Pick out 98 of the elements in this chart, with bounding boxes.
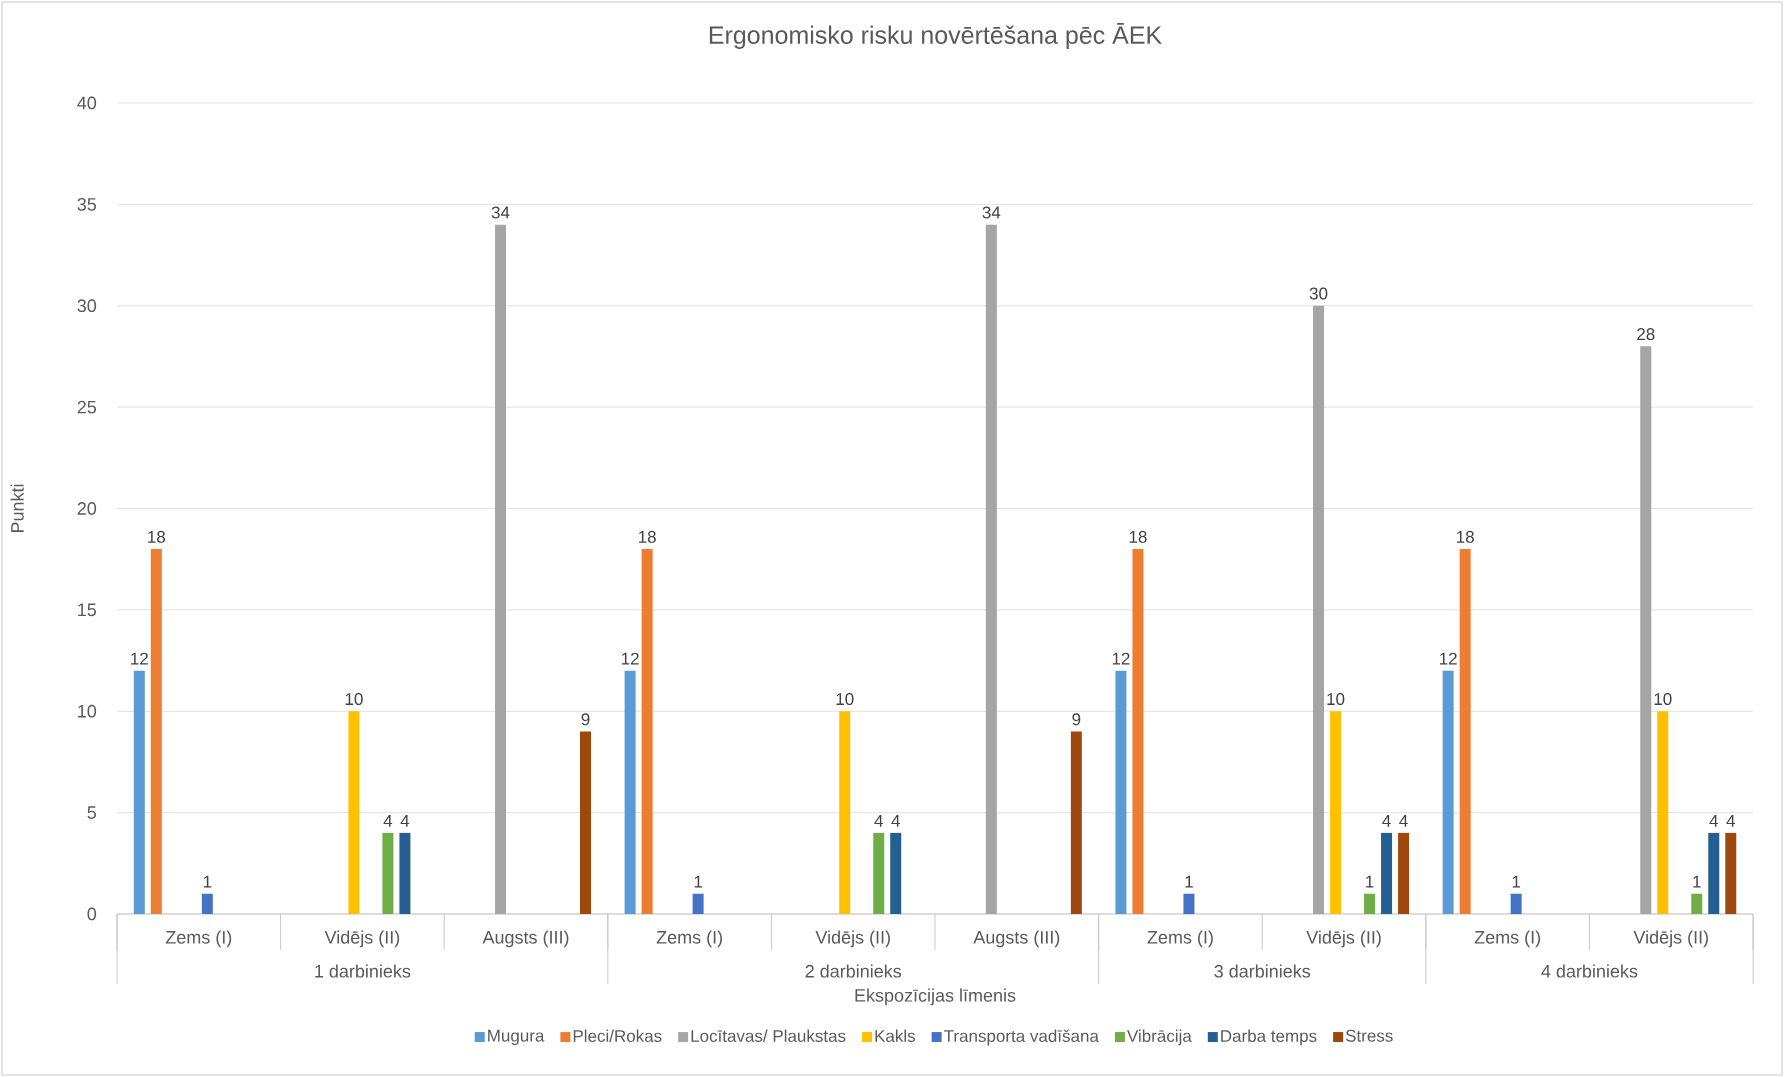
bar (1459, 549, 1471, 914)
data-label: 1 (1185, 875, 1193, 888)
data-label: 12 (131, 652, 148, 665)
legend-label: Locītavas/ Plaukstas (691, 1029, 846, 1043)
x-axis-title: Ekspozīcijas līmenis (855, 988, 1016, 1006)
chart-title: Ergonomisko risku novērtēšana pēc ĀEK (709, 23, 1162, 49)
x-tick-label: Vidējs (II) (815, 930, 890, 948)
bar (1691, 893, 1703, 914)
text: 4 darbinieks (1541, 964, 1638, 978)
legend-label: Kakls (875, 1029, 916, 1043)
data-label: 1 (1512, 875, 1521, 888)
data-label: 18 (1129, 530, 1147, 543)
y-tick-label: 40 (77, 96, 97, 110)
bar (890, 832, 902, 914)
data-label: 1 (694, 875, 703, 888)
legend-label: Darba temps (1221, 1029, 1317, 1046)
bar (348, 711, 360, 914)
x-tick-label: Zems (I) (165, 930, 232, 948)
bar (641, 549, 653, 914)
data-label: 18 (148, 530, 166, 543)
data-label: 4 (1709, 815, 1718, 827)
data-label: 12 (1440, 652, 1457, 665)
data-label: 10 (1327, 693, 1345, 706)
bar (873, 832, 885, 914)
data-label: 4 (874, 815, 883, 827)
data-label: 28 (1637, 328, 1655, 341)
bar (624, 670, 636, 914)
text: 1 darbinieks (315, 964, 411, 978)
bar (382, 832, 394, 914)
x-tick-label: Zems (I) (1147, 930, 1213, 948)
data-label: 18 (638, 530, 656, 543)
data-label: 1 (1366, 875, 1374, 888)
bar (692, 893, 704, 914)
bar (1132, 549, 1144, 914)
x-tick-label: Vidējs (II) (1306, 930, 1381, 948)
bar (1657, 711, 1669, 914)
text: 3 darbinieks (1214, 964, 1311, 978)
data-label: 4 (1726, 815, 1735, 827)
data-label: 12 (621, 652, 639, 665)
data-label: 4 (1399, 815, 1408, 827)
bar (133, 670, 145, 914)
data-label: 4 (891, 815, 900, 827)
bar (1442, 670, 1454, 914)
data-label: 4 (1382, 815, 1391, 827)
bar (839, 711, 851, 914)
x-tick-label: Vidējs (II) (324, 930, 400, 948)
bar (1640, 346, 1652, 914)
bar (1398, 832, 1410, 914)
bar (1115, 670, 1127, 914)
bar (1381, 832, 1393, 914)
x-tick-label: Vidējs (II) (1633, 930, 1708, 948)
y-tick-label: 30 (77, 299, 97, 313)
data-label: 4 (400, 815, 410, 827)
bar (985, 224, 997, 914)
bar (580, 731, 592, 914)
y-tick-label: 5 (87, 806, 97, 819)
data-label: 1 (1693, 875, 1701, 888)
legend-label: Vibrācija (1127, 1029, 1192, 1046)
data-label: 34 (982, 206, 1001, 219)
data-label: 4 (383, 815, 393, 827)
data-label: 9 (1072, 713, 1081, 726)
data-label: 10 (1654, 693, 1672, 706)
y-tick-label: 15 (78, 603, 97, 617)
bar (1364, 893, 1376, 914)
legend-label: Mugura (488, 1029, 545, 1046)
data-label: 18 (1457, 530, 1474, 543)
y-tick-label: 0 (87, 907, 97, 921)
bar (1313, 305, 1325, 914)
data-label: 1 (203, 875, 212, 888)
x-tick-label: Zems (I) (1474, 930, 1541, 948)
data-label: 30 (1309, 287, 1328, 300)
legend-label: Pleci/Rokas (573, 1029, 662, 1043)
data-label: 12 (1112, 652, 1130, 665)
bar (495, 224, 507, 914)
legend-label: Transporta vadīšana (944, 1029, 1099, 1046)
y-axis-title: Punkti (10, 484, 24, 533)
bar (1725, 832, 1737, 914)
data-label: 10 (836, 693, 854, 706)
bar (1708, 832, 1720, 914)
data-label: 34 (491, 206, 510, 219)
x-tick-label: Augsts (III) (482, 930, 569, 948)
data-label: 10 (345, 693, 363, 706)
bar (1330, 711, 1342, 914)
y-tick-label: 35 (77, 197, 97, 211)
bar (399, 832, 411, 914)
y-tick-label: 25 (77, 400, 97, 414)
y-tick-label: 20 (77, 502, 97, 515)
data-label: 9 (581, 713, 590, 726)
bar (150, 549, 162, 914)
text: 2 darbinieks (805, 964, 902, 978)
x-tick-label: Zems (I) (656, 930, 722, 948)
bar (1070, 731, 1082, 914)
bar (1183, 893, 1195, 914)
x-tick-label: Augsts (III) (973, 930, 1060, 948)
y-tick-label: 10 (78, 704, 97, 718)
bar (1510, 893, 1522, 914)
bar (201, 893, 213, 914)
legend-label: Stress (1345, 1029, 1393, 1042)
